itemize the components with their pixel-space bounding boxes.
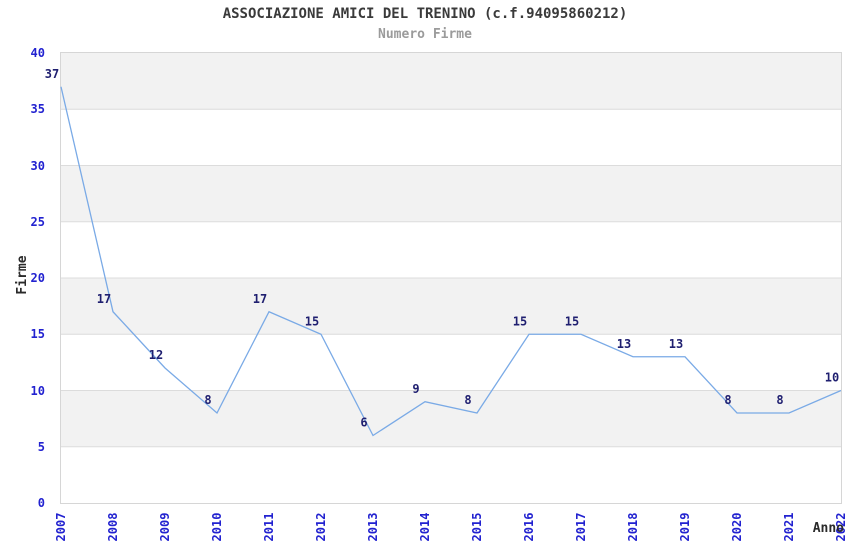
x-tick-label: 2017 bbox=[574, 512, 588, 542]
chart-title: ASSOCIAZIONE AMICI DEL TRENINO (c.f.9409… bbox=[222, 6, 628, 22]
x-tick-label: 2016 bbox=[522, 512, 536, 542]
x-tick-label: 2021 bbox=[782, 512, 796, 542]
data-point-label: 15 bbox=[565, 314, 579, 328]
data-point-label: 13 bbox=[617, 337, 631, 351]
plot-area: 37 17 12 8 17 15 6 9 8 15 15 13 13 8 8 10 bbox=[45, 52, 842, 504]
data-point-label: 13 bbox=[669, 337, 683, 351]
y-tick-label: 5 bbox=[37, 439, 45, 454]
data-point-label: 17 bbox=[253, 292, 267, 306]
data-point-label: 8 bbox=[464, 393, 471, 407]
x-tick-label: 2018 bbox=[626, 512, 640, 542]
x-tick-label: 2009 bbox=[158, 512, 172, 542]
data-point-label: 6 bbox=[360, 416, 367, 430]
x-tick-label: 2014 bbox=[418, 512, 432, 542]
data-point-label: 15 bbox=[305, 314, 319, 328]
y-tick-label: 40 bbox=[30, 46, 45, 60]
y-tick-label: 10 bbox=[30, 383, 45, 398]
x-tick-label: 2013 bbox=[366, 512, 380, 542]
x-tick-label: 2011 bbox=[262, 512, 276, 542]
data-series-line bbox=[60, 86, 842, 437]
data-point-label: 8 bbox=[776, 393, 783, 407]
y-tick-label: 20 bbox=[30, 271, 45, 285]
data-point-label: 12 bbox=[149, 348, 163, 362]
y-tick-label: 30 bbox=[30, 158, 45, 173]
data-point-label: 15 bbox=[513, 314, 527, 328]
y-tick-label: 15 bbox=[30, 327, 45, 342]
x-axis-title: Anno bbox=[812, 521, 844, 536]
x-tick-label: 2008 bbox=[106, 512, 120, 542]
y-tick-label: 0 bbox=[37, 496, 45, 510]
x-tick-label: 2019 bbox=[678, 512, 692, 542]
line-chart-svg: 37 17 12 8 17 15 6 9 8 15 15 13 13 8 8 10 bbox=[45, 67, 842, 448]
y-axis-title: Firme bbox=[15, 255, 30, 295]
y-tick-label: 25 bbox=[30, 214, 45, 229]
data-point-label: 8 bbox=[724, 393, 731, 407]
x-tick-label: 2010 bbox=[210, 512, 224, 542]
x-tick-label: 2020 bbox=[730, 512, 744, 542]
y-axis-ticks: 0 5 10 15 20 25 30 35 40 bbox=[0, 46, 50, 510]
data-point-label: 9 bbox=[412, 382, 419, 396]
chart-subtitle: Numero Firme bbox=[378, 27, 472, 42]
y-tick-label: 35 bbox=[30, 102, 45, 117]
data-point-label: 37 bbox=[45, 67, 59, 81]
x-tick-label: 2015 bbox=[470, 512, 484, 542]
data-point-label: 17 bbox=[97, 292, 111, 306]
data-point-label: 8 bbox=[204, 393, 211, 407]
data-point-label: 10 bbox=[825, 371, 839, 385]
x-tick-label: 2012 bbox=[314, 512, 328, 542]
x-tick-label: 2007 bbox=[54, 512, 68, 542]
